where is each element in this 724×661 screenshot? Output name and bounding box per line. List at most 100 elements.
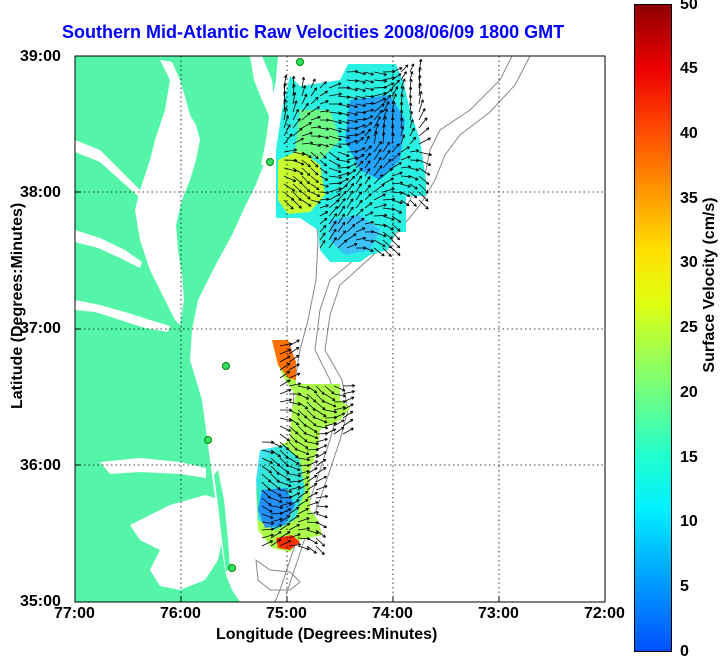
velocity-arrow <box>364 211 374 217</box>
velocity-arrow <box>355 130 366 137</box>
velocity-arrow <box>337 178 350 185</box>
velocity-arrow <box>315 494 329 499</box>
velocity-arrow <box>391 162 402 169</box>
velocity-arrow <box>310 175 319 184</box>
velocity-arrow <box>382 223 394 231</box>
velocity-arrow <box>333 385 346 392</box>
velocity-arrow <box>391 79 400 89</box>
velocity-arrow <box>297 409 308 419</box>
velocity-arrow <box>288 401 301 406</box>
velocity-arrow <box>364 128 371 137</box>
velocity-arrow <box>355 110 367 115</box>
velocity-arrow <box>391 199 403 205</box>
velocity-arrow <box>418 175 430 185</box>
velocity-arrow <box>301 151 312 159</box>
velocity-arrow <box>324 409 338 414</box>
velocity-arrow <box>261 465 273 474</box>
velocity-arrow <box>382 158 392 169</box>
velocity-arrow <box>279 515 291 523</box>
velocity-arrow <box>346 111 358 116</box>
velocity-arrow <box>315 409 327 417</box>
velocity-arrow <box>292 118 301 129</box>
y-axis-title: Latitude (Degrees:Minutes) <box>9 202 26 409</box>
velocity-arrow <box>342 403 354 411</box>
velocity-arrow <box>288 485 301 491</box>
velocity-arrow <box>315 385 325 395</box>
velocity-arrow <box>382 168 393 177</box>
velocity-arrow <box>382 123 386 137</box>
velocity-arrow <box>283 175 297 182</box>
velocity-arrow <box>409 102 413 113</box>
velocity-arrow <box>315 458 327 467</box>
velocity-arrow <box>418 58 423 73</box>
velocity-arrow <box>279 522 291 531</box>
velocity-arrow <box>324 401 337 408</box>
velocity-arrow <box>409 127 415 137</box>
velocity-arrow <box>292 127 303 137</box>
velocity-arrow <box>288 339 300 347</box>
velocity-arrow <box>270 538 282 547</box>
velocity-arrow <box>279 540 291 547</box>
velocity-arrow <box>355 147 366 153</box>
velocity-arrow <box>279 348 292 355</box>
velocity-arrow <box>418 151 432 157</box>
velocity-arrow <box>315 444 328 451</box>
station-marker <box>204 436 212 444</box>
velocity-arrow <box>283 98 287 113</box>
velocity-arrow <box>337 239 348 249</box>
velocity-arrow <box>279 465 290 475</box>
velocity-arrow <box>301 85 307 97</box>
velocity-arrow <box>346 198 354 209</box>
velocity-arrow <box>364 168 371 177</box>
velocity-arrow <box>310 125 322 129</box>
velocity-arrow <box>261 513 274 519</box>
velocity-arrow <box>292 108 299 121</box>
velocity-arrow <box>292 100 298 113</box>
velocity-arrow <box>283 106 288 121</box>
velocity-arrow <box>382 187 395 193</box>
colorbar-tick-label: 10 <box>680 513 698 530</box>
velocity-arrow <box>364 202 373 209</box>
velocity-arrow <box>333 412 346 419</box>
velocity-arrow <box>301 122 312 129</box>
velocity-arrow <box>288 457 300 465</box>
colorbar-tick-label: 30 <box>680 254 698 271</box>
velocity-arrow <box>301 159 311 168</box>
velocity-arrow <box>306 433 319 440</box>
velocity-arrow <box>310 183 320 191</box>
velocity-arrow <box>346 224 356 233</box>
velocity-arrow <box>324 428 337 435</box>
velocity-arrow <box>346 233 357 241</box>
velocity-arrow <box>328 159 341 167</box>
velocity-arrow <box>373 183 385 193</box>
velocity-arrow <box>279 425 292 432</box>
velocity-arrow <box>418 66 422 81</box>
velocity-arrow <box>355 191 363 201</box>
y-tick-label: 35:00 <box>20 593 61 610</box>
velocity-arrow <box>373 193 386 201</box>
velocity-arrow <box>315 417 328 424</box>
velocity-arrow <box>324 393 336 401</box>
velocity-arrow <box>319 109 330 113</box>
velocity-arrow <box>328 119 342 125</box>
velocity-arrow <box>373 148 382 161</box>
velocity-arrow <box>337 135 351 140</box>
pamlico-sound <box>130 495 224 590</box>
velocity-arrow <box>328 92 343 97</box>
velocity-arrow <box>408 86 413 97</box>
velocity-arrow <box>373 123 380 137</box>
velocity-arrows <box>261 58 432 555</box>
velocity-arrow <box>337 213 345 225</box>
velocity-arrow <box>310 87 318 97</box>
velocity-arrow <box>297 393 310 400</box>
velocity-arrow <box>261 449 274 454</box>
velocity-arrow <box>306 474 318 483</box>
velocity-arrow <box>364 220 374 225</box>
velocity-arrow <box>279 379 291 387</box>
velocity-arrow <box>409 158 420 163</box>
velocity-arrow <box>418 108 426 121</box>
velocity-arrow <box>261 533 274 539</box>
velocity-arrow <box>297 417 307 427</box>
velocity-arrow <box>328 167 342 174</box>
velocity-arrow <box>400 191 411 197</box>
